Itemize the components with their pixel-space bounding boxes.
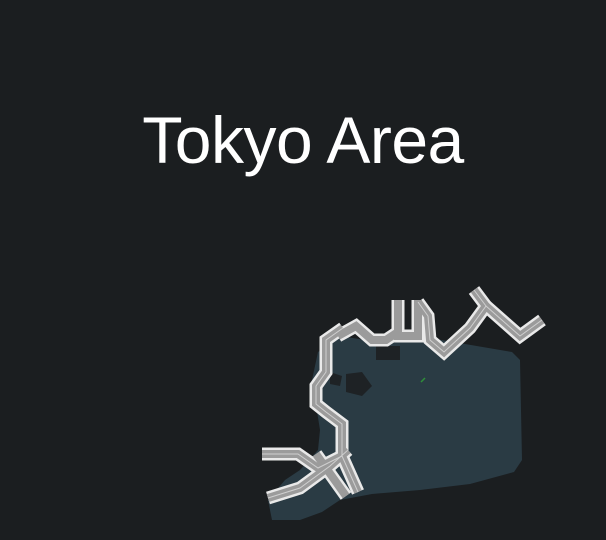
bay-water: [268, 336, 522, 520]
green-marker-icon: [420, 377, 426, 383]
road-lane-lines: [262, 289, 543, 499]
land-notch: [376, 346, 400, 360]
map-title: Tokyo Area: [142, 103, 464, 177]
land-island: [346, 372, 372, 396]
land-island: [330, 372, 342, 386]
